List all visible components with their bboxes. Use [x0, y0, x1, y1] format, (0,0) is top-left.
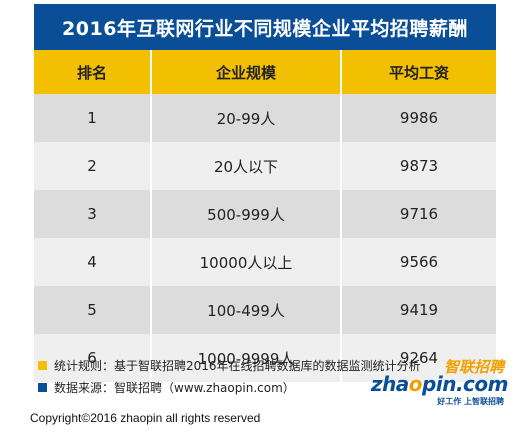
rank-cell: 3	[34, 190, 152, 238]
rank-cell: 2	[34, 142, 152, 190]
logo-brand-post: pin.com	[422, 372, 508, 396]
size-cell: 1000-9999人	[152, 334, 342, 382]
rank-cell: 4	[34, 238, 152, 286]
note-source-text: 数据来源：智联招聘（www.zhaopin.com）	[54, 380, 295, 395]
size-cell: 100-499人	[152, 286, 342, 334]
size-cell: 10000人以上	[152, 238, 342, 286]
table-row: 2 20人以下 9873	[34, 142, 496, 190]
rank-cell: 1	[34, 94, 152, 142]
table-row: 6 1000-9999人 9264	[34, 334, 496, 382]
rank-cell: 5	[34, 286, 152, 334]
table-row: 4 10000人以上 9566	[34, 238, 496, 286]
header-average-salary: 平均工资	[388, 63, 449, 82]
footnotes: 统计规则：基于智联招聘2016年在线招聘数据库的数据监测统计分析 数据来源：智联…	[38, 354, 458, 398]
note-data-source: 数据来源：智联招聘（www.zhaopin.com）	[38, 376, 458, 398]
logo-slogan: 好工作 上智联招聘	[437, 397, 504, 406]
logo-brand-pre: zha	[370, 372, 409, 396]
rank-cell: 6	[34, 334, 152, 382]
blue-square-icon	[38, 382, 47, 392]
salary-table: 排名 企业规模 平均工资 1 20-99人 9986 2 20人以下 9873 …	[34, 50, 496, 382]
salary-cell: 9986	[399, 109, 439, 127]
yellow-square-icon	[38, 360, 47, 370]
size-cell: 500-999人	[152, 190, 342, 238]
header-rank: 排名	[34, 50, 152, 94]
salary-cell: 9419	[399, 301, 439, 319]
note-statistics-rule: 统计规则：基于智联招聘2016年在线招聘数据库的数据监测统计分析	[38, 354, 458, 376]
salary-cell: 9873	[399, 157, 439, 175]
table-row: 3 500-999人 9716	[34, 190, 496, 238]
note-rule-text: 统计规则：基于智联招聘2016年在线招聘数据库的数据监测统计分析	[54, 358, 421, 373]
table-row: 5 100-499人 9419	[34, 286, 496, 334]
header-company-size: 企业规模	[152, 50, 342, 94]
zhaopin-logo: 智联招聘 zhaopin.com 好工作 上智联招聘	[371, 356, 518, 410]
chart-title: 2016年互联网行业不同规模企业平均招聘薪酬	[34, 4, 496, 50]
salary-cell: 9566	[399, 253, 439, 271]
logo-brand-o: o	[408, 372, 423, 396]
copyright-text: Copyright©2016 zhaopin all rights reserv…	[30, 411, 261, 425]
size-cell: 20人以下	[152, 142, 342, 190]
salary-cell: 9716	[399, 205, 439, 223]
table-row: 1 20-99人 9986	[34, 94, 496, 142]
logo-brand: zhaopin.com	[370, 372, 509, 396]
table-header-row: 排名 企业规模 平均工资	[34, 50, 496, 94]
logo-chinese: 智联招聘	[443, 358, 504, 376]
salary-cell: 9264	[399, 349, 439, 367]
size-cell: 20-99人	[152, 94, 342, 142]
